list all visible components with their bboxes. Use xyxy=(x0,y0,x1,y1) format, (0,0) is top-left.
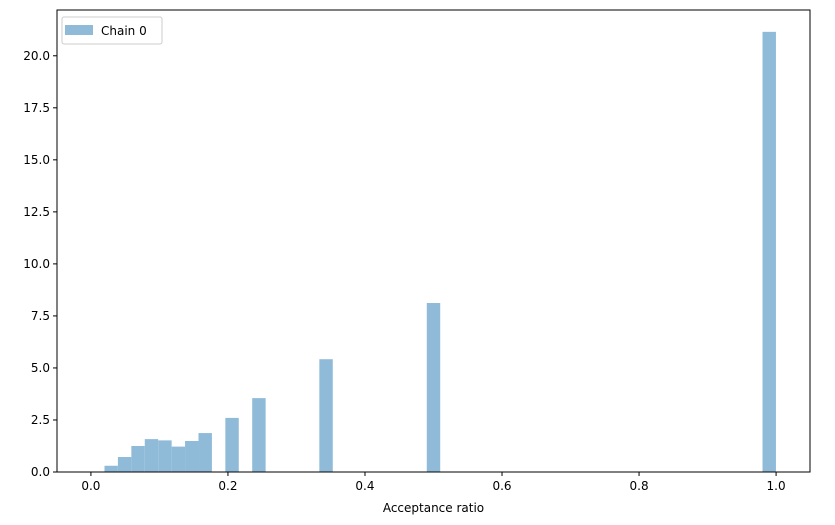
legend-box xyxy=(61,16,163,45)
y-tick-label: 20.0 xyxy=(23,49,50,63)
x-tick-label: 1.0 xyxy=(767,479,786,493)
y-tick-label: 10.0 xyxy=(23,257,50,271)
histogram-bar-5 xyxy=(171,446,186,472)
x-tick-label: 0.0 xyxy=(81,479,100,493)
histogram-bars xyxy=(104,31,776,473)
x-tick-label: 0.4 xyxy=(355,479,374,493)
histogram-bar-6 xyxy=(185,440,199,472)
x-axis-label: Acceptance ratio xyxy=(383,501,484,515)
y-tick-label: 12.5 xyxy=(23,205,50,219)
legend: Chain 0 xyxy=(61,16,163,45)
y-tick-label: 17.5 xyxy=(23,101,50,115)
histogram-bar-0 xyxy=(104,465,118,472)
histogram-bar-11 xyxy=(426,303,441,472)
histogram-bar-8 xyxy=(225,417,239,472)
histogram-bar-9 xyxy=(252,398,266,472)
y-tick-label: 5.0 xyxy=(31,361,50,375)
y-tick-label: 15.0 xyxy=(23,153,50,167)
histogram-bar-3 xyxy=(144,439,159,472)
legend-label: Chain 0 xyxy=(101,24,147,38)
histogram-bar-1 xyxy=(117,457,132,472)
histogram-bar-4 xyxy=(158,440,172,472)
y-tick-label: 0.0 xyxy=(31,465,50,479)
histogram-bar-10 xyxy=(319,359,333,472)
x-tick-label: 0.2 xyxy=(218,479,237,493)
y-axis-ticks: 0.0 2.5 5.0 7.5 10.0 12.5 15.0 17.5 20.0 xyxy=(23,49,57,479)
x-tick-label: 0.8 xyxy=(630,479,649,493)
histogram-bar-12 xyxy=(762,31,776,473)
legend-swatch xyxy=(65,25,93,35)
y-tick-label: 2.5 xyxy=(31,413,50,427)
histogram-bar-7 xyxy=(198,433,212,472)
y-tick-label: 7.5 xyxy=(31,309,50,323)
x-axis-ticks: 0.0 0.2 0.4 0.6 0.8 1.0 xyxy=(81,472,786,493)
plot-frame xyxy=(56,9,811,473)
x-tick-label: 0.6 xyxy=(492,479,511,493)
histogram-bar-2 xyxy=(131,445,145,472)
